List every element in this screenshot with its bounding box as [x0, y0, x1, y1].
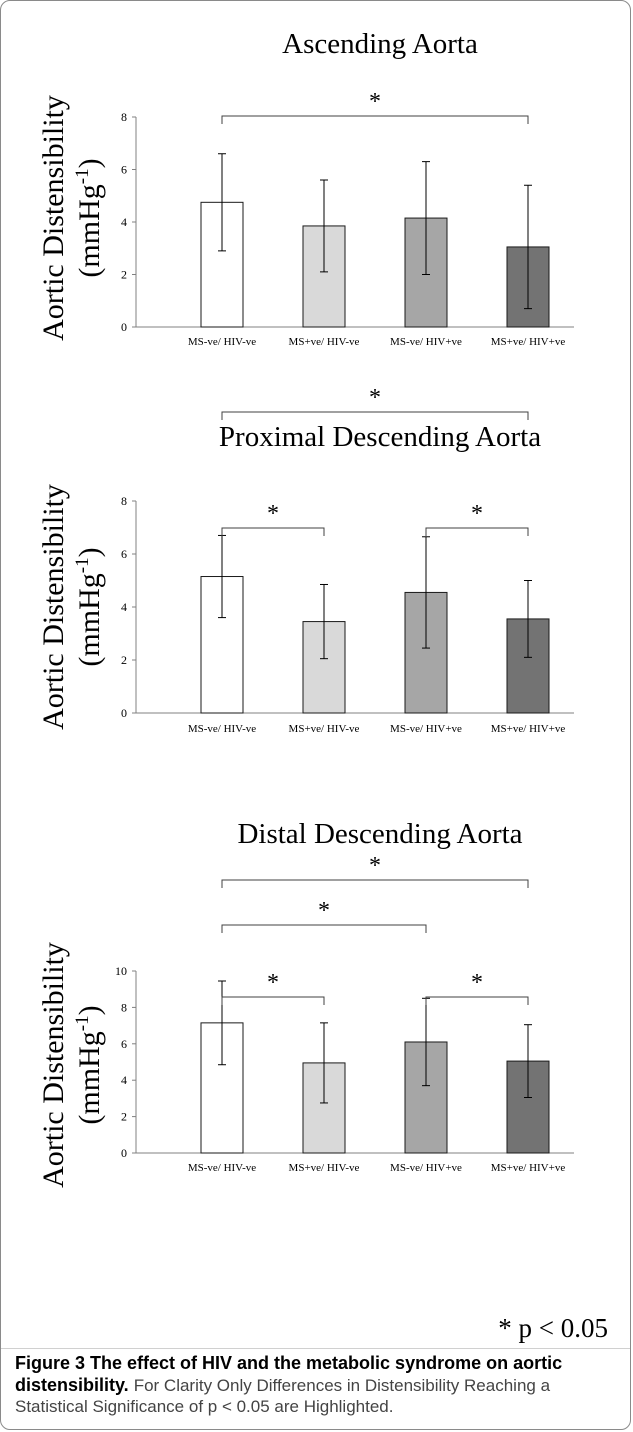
category-label: MS-ve/ HIV+ve — [390, 1162, 462, 1174]
category-label: MS-ve/ HIV-ve — [188, 723, 256, 735]
y-tick-label: 6 — [121, 547, 127, 561]
figure-caption: Figure 3 The effect of HIV and the metab… — [15, 1353, 620, 1418]
category-label: MS-ve/ HIV-ve — [188, 1162, 256, 1174]
significance-star: * — [369, 385, 381, 411]
significance-star: * — [267, 970, 279, 996]
y-tick-label: 2 — [121, 1110, 127, 1124]
significance-bracket — [221, 879, 529, 888]
y-axis-label: Aortic Distensibility (mmHg-1) — [37, 942, 106, 1188]
y-tick-label: 0 — [121, 706, 127, 720]
y-axis-label-unit: (mmHg-1) — [72, 547, 106, 666]
y-axis-label-main: Aortic Distensibility — [37, 942, 70, 1188]
chart-2: Proximal Descending Aorta Aortic Distensi… — [37, 385, 574, 735]
chart-title: Proximal Descending Aorta — [219, 421, 541, 453]
y-axis-label: Aortic Distensibility (mmHg-1) — [37, 484, 106, 730]
y-axis-label-unit: (mmHg-1) — [72, 158, 106, 277]
significance-bracket — [221, 527, 325, 536]
y-axis-label-unit: (mmHg-1) — [72, 1005, 106, 1124]
category-label: MS-ve/ HIV+ve — [390, 336, 462, 348]
significance-star: * — [471, 970, 483, 996]
chart-1: Ascending Aorta Aortic Distensibility (mmH… — [37, 28, 574, 348]
y-tick-label: 4 — [121, 600, 127, 614]
significance-star: * — [369, 89, 381, 115]
y-tick-label: 8 — [121, 1000, 127, 1014]
y-tick-label: 8 — [121, 110, 127, 124]
caption-divider — [1, 1348, 630, 1349]
significance-bracket — [221, 924, 427, 933]
significance-bracket — [221, 996, 325, 1005]
y-tick-label: 10 — [115, 964, 127, 978]
category-label: MS-ve/ HIV-ve — [188, 336, 256, 348]
y-tick-label: 6 — [121, 163, 127, 177]
chart-3: Distal Descending Aorta Aortic Distensibi… — [37, 818, 574, 1188]
significance-bracket — [221, 411, 529, 420]
significance-star: * — [369, 853, 381, 879]
y-tick-label: 6 — [121, 1037, 127, 1051]
y-tick-label: 4 — [121, 215, 127, 229]
y-tick-label: 4 — [121, 1073, 127, 1087]
category-label: MS+ve/ HIV+ve — [491, 723, 566, 735]
y-tick-label: 8 — [121, 494, 127, 508]
y-axis-label-main: Aortic Distensibility — [37, 95, 70, 341]
significance-star: * — [318, 898, 330, 924]
y-axis-label: Aortic Distensibility (mmHg-1) — [37, 95, 106, 341]
significance-bracket — [221, 115, 529, 124]
significance-bracket — [425, 527, 529, 536]
category-label: MS-ve/ HIV+ve — [390, 723, 462, 735]
category-label: MS+ve/ HIV-ve — [289, 723, 360, 735]
caption-body: For Clarity Only Differences in Distensi… — [15, 1375, 551, 1417]
y-tick-label: 2 — [121, 653, 127, 667]
significance-star: * — [267, 501, 279, 527]
category-label: MS+ve/ HIV+ve — [491, 336, 566, 348]
y-tick-label: 0 — [121, 1146, 127, 1160]
significance-bracket — [425, 996, 529, 1005]
chart-title: Ascending Aorta — [282, 28, 478, 60]
category-label: MS+ve/ HIV-ve — [289, 1162, 360, 1174]
significance-footnote: * p < 0.05 — [498, 1313, 608, 1343]
y-tick-label: 0 — [121, 320, 127, 334]
category-label: MS+ve/ HIV+ve — [491, 1162, 566, 1174]
y-tick-label: 2 — [121, 268, 127, 282]
chart-title: Distal Descending Aorta — [237, 818, 522, 850]
category-label: MS+ve/ HIV-ve — [289, 336, 360, 348]
significance-star: * — [471, 501, 483, 527]
y-axis-label-main: Aortic Distensibility — [37, 484, 70, 730]
caption-title: Figure 3 The effect of HIV and the metab… — [15, 1353, 563, 1395]
